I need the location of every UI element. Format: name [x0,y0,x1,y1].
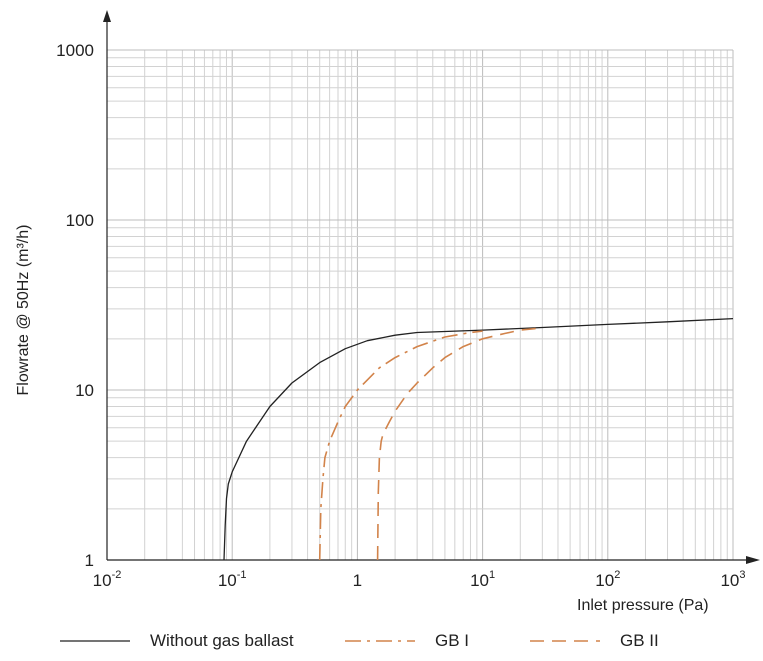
x-tick-base: 10 [470,571,489,590]
x-tick-label: 103 [720,569,745,590]
axes [103,10,760,564]
x-tick-label: 10-2 [93,569,122,590]
legend-item-gb2: GB II [530,628,659,654]
x-tick-label: 10-1 [218,569,247,590]
y-tick-label: 1 [85,551,94,570]
legend-swatch-dash [530,640,600,642]
x-axis-arrow [746,556,760,564]
legend-label: Without gas ballast [150,631,294,650]
x-tick-base: 10 [93,571,112,590]
x-tick-base: 10 [595,571,614,590]
grid [107,49,734,560]
y-tick-label: 1000 [56,41,94,60]
x-tick-base: 10 [720,571,739,590]
legend-item-without-gas-ballast: Without gas ballast [60,628,294,654]
series-line-1 [223,317,734,561]
y-tick-label: 10 [75,381,94,400]
x-axis-title: Inlet pressure (Pa) [577,597,709,614]
x-tick-exponent: -2 [112,569,122,581]
x-tick-label: 1 [353,571,362,590]
x-tick-exponent: 1 [489,569,495,581]
x-tick-base: 10 [218,571,237,590]
x-tick-exponent: 2 [614,569,620,581]
x-tick-exponent: 3 [739,569,745,581]
legend-item-gb1: GB I [345,628,469,654]
y-axis-title: Flowrate @ 50Hz (m³/h) [15,225,32,396]
y-axis-arrow [103,10,111,22]
legend-label: GB II [620,631,659,650]
x-tick-label: 102 [595,569,620,590]
y-tick-label: 100 [66,211,94,230]
legend-swatch-solid [60,640,130,642]
x-tick-exponent: -1 [237,569,247,581]
x-tick-label: 101 [470,569,495,590]
legend-swatch-dashdot [345,640,415,642]
legend: Without gas ballast GB I GB II [0,628,763,658]
legend-label: GB I [435,631,470,650]
series-line-2 [318,330,483,561]
series-group [223,317,734,561]
series-line-3 [376,327,543,561]
